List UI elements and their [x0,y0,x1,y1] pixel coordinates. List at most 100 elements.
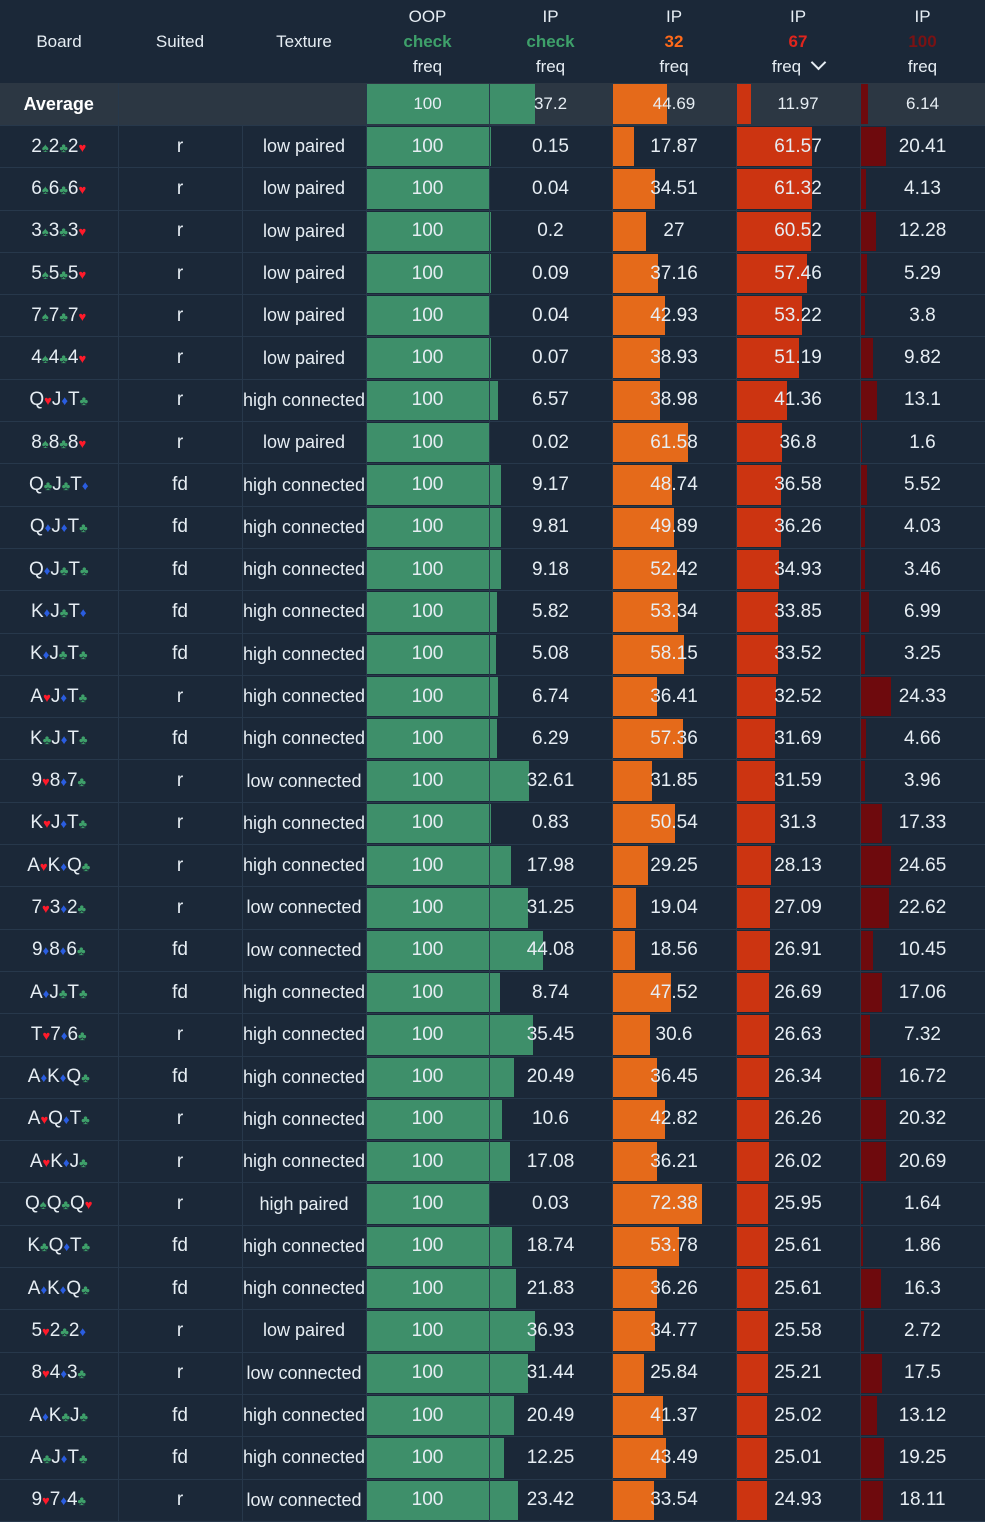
suited-cell: fd [118,548,242,590]
freq-bar [861,127,886,166]
freq-cell: 38.93 [612,337,736,379]
header-oop-check-freq[interactable]: OOP check freq [366,0,489,83]
texture-cell: low paired [242,295,366,337]
texture-cell: high connected [242,1268,366,1310]
freq-cell: 31.25 [489,887,612,929]
freq-value: 61.58 [650,432,698,453]
club-icon: ♣ [59,224,68,239]
freq-value: 27 [663,220,684,241]
freq-cell: 1.86 [860,1225,985,1267]
freq-bar [490,550,501,589]
card-rank: 6 [66,939,77,960]
freq-cell: 2.72 [860,1310,985,1352]
card-rank: 2 [68,136,79,157]
texture-cell: low paired [242,252,366,294]
freq-cell: 47.52 [612,971,736,1013]
freq-value: 100 [412,939,444,960]
suited-cell: r [118,1141,242,1183]
header-ip-bet67-freq[interactable]: IP 67 freq [736,0,860,83]
club-icon: ♣ [59,140,68,155]
texture-cell: high connected [242,1225,366,1267]
freq-bar [861,931,874,970]
card-rank: J [51,728,61,749]
header-board[interactable]: Board [0,0,118,83]
card-rank: J [51,516,61,537]
freq-value: 34.93 [774,559,822,580]
freq-value: 23.42 [527,1489,575,1510]
header-ip-bet32-freq[interactable]: IP 32 freq [612,0,736,83]
header-suited[interactable]: Suited [118,0,242,83]
texture-cell: high connected [242,464,366,506]
freq-bar [861,1354,883,1393]
freq-value: 28.13 [774,855,822,876]
texture-cell: high connected [242,718,366,760]
freq-cell: 61.57 [736,126,860,168]
diamond-icon: ♦ [42,1409,49,1424]
chevron-down-icon[interactable] [811,55,827,71]
freq-value: 21.83 [527,1278,575,1299]
freq-cell: 25.58 [736,1310,860,1352]
freq-cell: 9.81 [489,506,612,548]
freq-value: 44.69 [653,94,696,113]
card-rank: T [67,728,79,749]
texture-cell: high connected [242,633,366,675]
header-ip-bet100-freq[interactable]: IP 100 freq [860,0,985,83]
card-rank: J [52,474,62,495]
freq-cell: 6.57 [489,379,612,421]
freq-value: 100 [412,770,444,791]
heart-icon: ♥ [78,224,86,239]
freq-cell: 9.82 [860,337,985,379]
freq-cell: 33.54 [612,1479,736,1521]
suited-cell: r [118,1310,242,1352]
header-texture[interactable]: Texture [242,0,366,83]
header-ip-check-freq[interactable]: IP check freq [489,0,612,83]
heart-icon: ♥ [78,436,86,451]
texture-cell: low connected [242,1479,366,1521]
freq-cell: 1.64 [860,1183,985,1225]
freq-bar [861,1311,864,1350]
freq-value: 36.21 [650,1151,698,1172]
suited-cell: r [118,760,242,802]
freq-cell: 4.13 [860,168,985,210]
freq-value: 100 [412,178,444,199]
freq-value: 1.64 [904,1193,941,1214]
freq-value: 4.03 [904,516,941,537]
freq-cell: 36.8 [736,422,860,464]
freq-value: 43.49 [650,1447,698,1468]
average-row[interactable]: Average 100 37.2 44.69 11.97 6.14 [0,83,985,126]
freq-value: 25.02 [774,1405,822,1426]
